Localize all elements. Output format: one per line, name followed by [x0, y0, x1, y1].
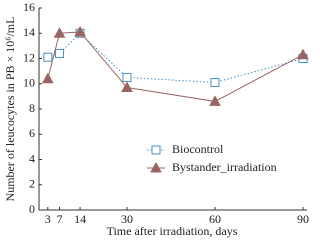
x-tick-label: 60 [209, 212, 221, 226]
marker [41, 72, 54, 84]
marker [43, 52, 53, 62]
y-tick-label: 12 [23, 50, 35, 64]
y-tick-label: 6 [29, 126, 35, 140]
chart: Time after irradiation, days Number of l… [3, 0, 309, 238]
x-tick-label: 30 [121, 212, 133, 226]
y-tick-label: 2 [29, 177, 35, 191]
y-tick-label: 4 [29, 151, 35, 165]
marker [297, 48, 309, 60]
y-tick-label: 16 [23, 0, 35, 14]
marker [121, 81, 133, 93]
y-tick-label: 14 [23, 25, 35, 39]
x-tick-label: 90 [297, 212, 309, 226]
marker [209, 95, 221, 106]
x-tick-label: 3 [45, 212, 51, 226]
y-tick-label: 10 [23, 76, 35, 90]
y-tick-label: 8 [29, 101, 35, 115]
y-tick-label: 0 [29, 202, 35, 216]
marker [210, 77, 220, 87]
y-axis-label: Number of leucocytes in PB × 10⁶/mL [3, 17, 17, 202]
marker [122, 72, 132, 82]
legend-marker [150, 161, 162, 173]
legend-label: Bystander_irradiation [172, 160, 277, 174]
x-tick-label: 7 [57, 212, 63, 226]
series-line [47, 31, 304, 102]
legend-marker [151, 145, 161, 155]
legend-label: Biocontrol [172, 142, 224, 156]
marker [55, 48, 65, 58]
x-tick-label: 14 [74, 212, 86, 226]
marker [74, 25, 86, 37]
x-axis-label: Time after irradiation, days [107, 224, 238, 238]
marker [53, 27, 66, 38]
